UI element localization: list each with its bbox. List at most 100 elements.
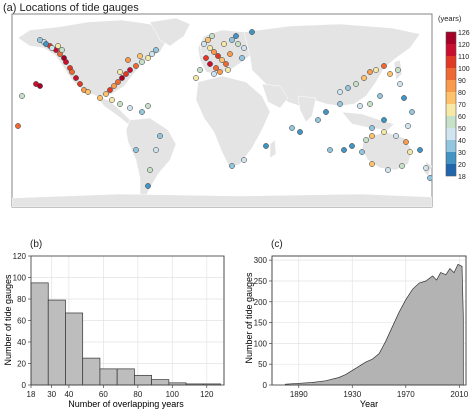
tide-gauge-marker: [369, 125, 375, 131]
panel-c: (c) Number of tide gauges Year 0 50 100 150…: [244, 239, 469, 409]
tide-gauge-marker: [125, 57, 131, 63]
colorbar-swatch: [446, 164, 456, 176]
colorbar-swatch: [446, 44, 456, 56]
tide-gauge-marker: [337, 89, 343, 95]
tide-gauge-marker: [133, 63, 139, 69]
colorbar-outline: [445, 31, 457, 177]
antarctica: [12, 193, 432, 207]
greenland: [149, 17, 191, 47]
histogram-bar: [47, 299, 66, 386]
tide-gauge-marker: [205, 37, 211, 43]
tide-gauge-marker: [373, 67, 379, 73]
tide-gauge-marker: [363, 137, 369, 143]
tide-gauge-marker: [149, 51, 155, 57]
tide-gauge-marker: [367, 69, 373, 75]
madagascar: [269, 139, 277, 159]
tide-gauge-marker: [221, 41, 227, 47]
tide-gauge-marker: [235, 41, 241, 47]
tide-gauge-marker: [361, 75, 367, 81]
colorbar-swatch: [446, 128, 456, 140]
tide-gauge-marker: [43, 41, 49, 47]
histogram-bar: [99, 368, 118, 386]
tide-gauge-marker: [357, 103, 363, 109]
tide-gauge-marker: [395, 67, 401, 73]
tide-gauge-marker: [63, 59, 69, 65]
panel-b-y-tick-label: 60: [17, 317, 26, 326]
colorbar-swatch: [446, 140, 456, 152]
tide-gauge-marker: [19, 93, 25, 99]
panel-c-y-tick-label: 250: [254, 277, 268, 286]
panel-b-x-tick-label: 60: [99, 390, 108, 399]
tide-gauge-marker: [217, 69, 223, 75]
panel-b-x-tick-label: 30: [47, 390, 56, 399]
tide-gauge-marker: [49, 45, 55, 51]
tide-gauge-marker: [345, 85, 351, 91]
tide-gauge-marker: [117, 101, 123, 107]
maritime-southeast-asia: [341, 111, 395, 131]
tide-gauge-marker: [353, 81, 359, 87]
continent-africa: [195, 75, 271, 169]
colorbar-tick-label: 126: [458, 30, 470, 37]
world-landmass: [12, 17, 432, 207]
tide-gauge-marker: [337, 101, 343, 107]
tide-gauge-marker: [381, 129, 387, 135]
tide-gauge-marker: [69, 69, 75, 75]
tide-gauge-marker: [147, 167, 153, 173]
tide-gauge-marker: [369, 133, 375, 139]
colorbar-tick-label: 90: [458, 78, 466, 85]
tide-gauge-marker: [359, 149, 365, 155]
tide-gauge-marker: [397, 81, 403, 87]
colorbar: (years) 126 120 110 100 90 80 70 60 50 40 30 20 18: [438, 14, 470, 181]
tide-gauge-marker: [127, 105, 133, 111]
tide-gauge-marker: [393, 133, 399, 139]
tide-gauge-marker: [401, 95, 407, 101]
colorbar-tick-label: 20: [458, 162, 466, 169]
panel-b: (b) Number of tide gauges Number of over…: [3, 239, 225, 409]
panel-c-x-axis-title: Year: [360, 399, 378, 409]
tide-gauge-marker: [145, 55, 151, 61]
tide-gauge-marker: [323, 109, 329, 115]
tide-gauge-marker: [59, 47, 65, 53]
colorbar-tick-label: 70: [458, 102, 466, 109]
panel-c-y-tick-label: 200: [254, 298, 268, 307]
colorbar-swatch: [446, 152, 456, 164]
histogram-bar: [116, 368, 135, 386]
colorbar-tick-label: 60: [458, 114, 466, 121]
panel-a-label: (a) Locations of tide gauges: [3, 2, 139, 14]
tide-gauge-marker: [387, 71, 393, 77]
tide-gauge-marker: [137, 53, 143, 59]
tide-gauge-marker: [115, 79, 121, 85]
continent-north-america: [17, 19, 169, 97]
panel-b-x-tick-label: 80: [133, 390, 142, 399]
colorbar-swatch: [446, 56, 456, 68]
tide-gauge-marker: [213, 65, 219, 71]
tide-gauge-marker: [369, 161, 375, 167]
colorbar-tick-labels: 126 120 110 100 90 80 70 60 50 40 30 20 18: [458, 30, 470, 181]
tide-gauge-marker: [127, 67, 133, 73]
tide-gauge-marker: [211, 71, 217, 77]
panel-b-x-tick-label: 120: [200, 390, 214, 399]
tide-gauge-marker: [341, 147, 347, 153]
colorbar-title: (years): [438, 14, 462, 23]
panel-c-y-axis-title: Number of tide gauges: [244, 272, 254, 364]
tide-gauge-marker: [377, 93, 383, 99]
tide-gauge-marker: [153, 47, 159, 53]
tide-gauge-marker: [211, 49, 217, 55]
tide-gauge-markers: [15, 29, 432, 189]
tide-gauge-marker: [381, 63, 387, 69]
continent-south-america: [125, 117, 177, 201]
colorbar-tick-label: 40: [458, 138, 466, 145]
tide-gauge-marker: [349, 143, 355, 149]
tide-gauge-marker: [77, 81, 83, 87]
tide-gauge-marker: [15, 123, 21, 129]
tide-gauge-marker: [367, 101, 373, 107]
tide-gauge-marker: [207, 45, 213, 51]
tide-gauge-marker: [241, 157, 247, 163]
colorbar-tick-label: 30: [458, 150, 466, 157]
tide-gauge-marker: [197, 67, 203, 73]
colorbar-swatch: [446, 80, 456, 92]
panel-c-x-tick-label: 2010: [450, 390, 468, 399]
panel-b-x-tick-label: 18: [27, 390, 36, 399]
colorbar-swatch: [446, 116, 456, 128]
